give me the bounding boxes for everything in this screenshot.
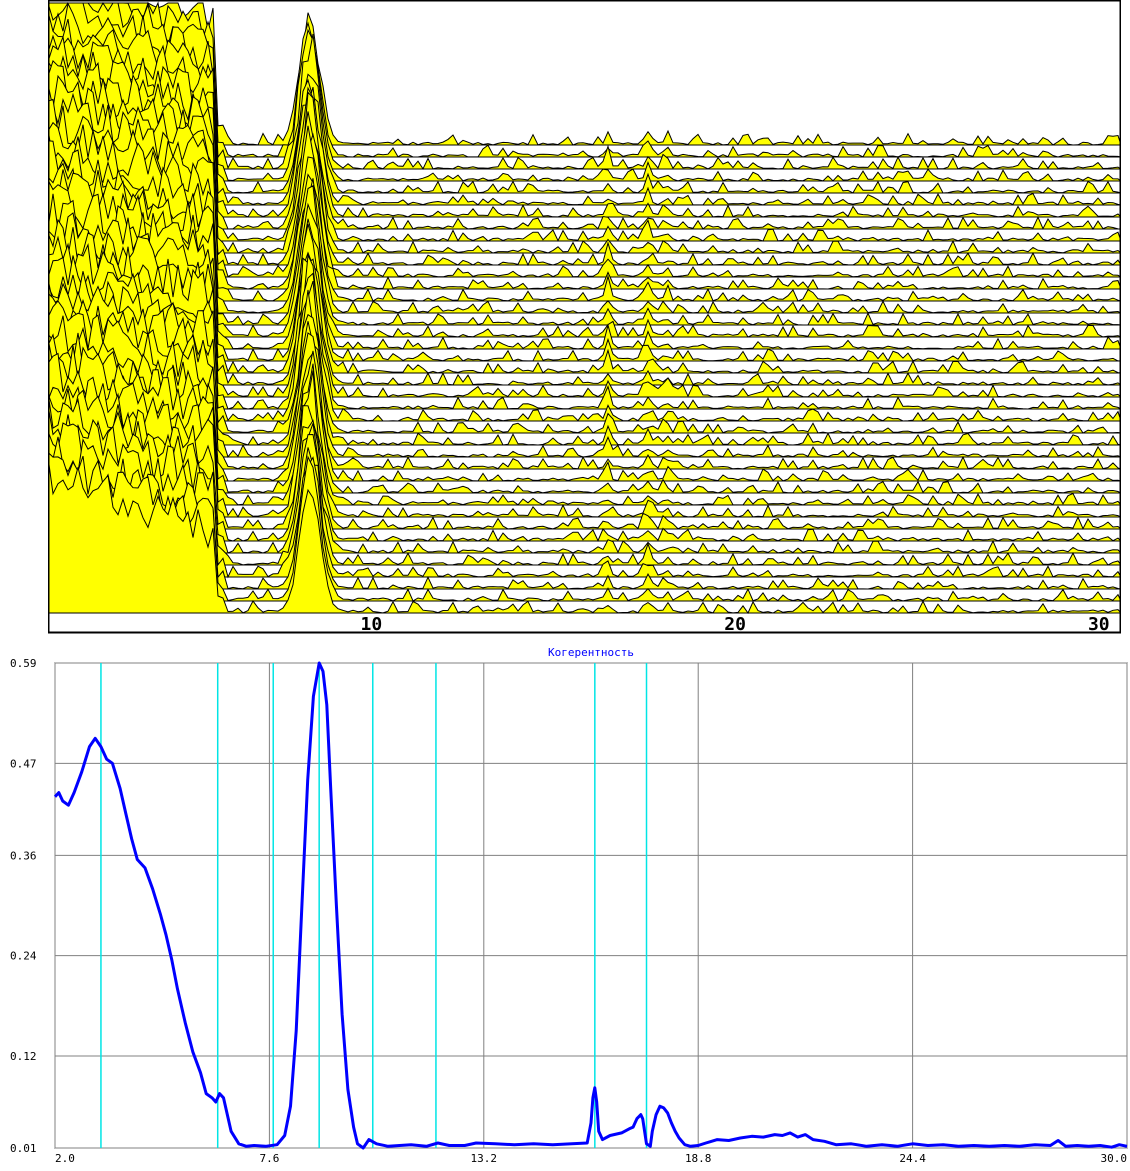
- waterfall-x-tick-label: 30: [1088, 614, 1110, 634]
- waterfall-x-tick-label: 20: [724, 614, 746, 634]
- coherence-series: [53, 661, 1128, 1150]
- waterfall-chart: 10 20 30: [47, 0, 1123, 635]
- coherence-y-tick-label: 0.36: [10, 849, 37, 862]
- coherence-y-tick-label: 0.01: [10, 1142, 37, 1155]
- coherence-y-tick-label: 0.24: [10, 950, 37, 963]
- waterfall-frame: [47, 0, 1122, 634]
- coherence-y-ticks: 0.59 0.47 0.36 0.24 0.12 0.01: [10, 657, 37, 1155]
- coherence-y-tick-label: 0.12: [10, 1050, 37, 1063]
- coherence-panel: Когерентность 0.59 0.47 0.36 0.24 0.12 0.01 2…: [0, 640, 1130, 1167]
- coherence-chart: Когерентность 0.59 0.47 0.36 0.24 0.12 0.01 2…: [10, 646, 1128, 1165]
- coherence-x-tick-label: 30.0: [1101, 1152, 1128, 1165]
- waterfall-panel: 10 20 30: [47, 0, 1123, 635]
- coherence-x-tick-label: 13.2: [471, 1152, 498, 1165]
- waterfall-x-ticks: 10 20 30: [361, 614, 1110, 635]
- coherence-y-tick-label: 0.47: [10, 757, 37, 770]
- coherence-grid: [54, 662, 1128, 1149]
- waterfall-trace: [47, 457, 1123, 615]
- coherence-x-tick-label: 7.6: [259, 1152, 279, 1165]
- waterfall-x-tick-label: 10: [361, 614, 383, 634]
- coherence-x-tick-label: 24.4: [899, 1152, 926, 1165]
- waterfall-traces: [47, 1, 1123, 615]
- coherence-x-ticks: 2.0 7.6 13.2 18.8 24.4 30.0: [55, 1152, 1127, 1165]
- coherence-plot-frame: [54, 662, 1128, 1149]
- coherence-x-tick-label: 18.8: [685, 1152, 712, 1165]
- coherence-x-tick-label: 2.0: [55, 1152, 75, 1165]
- coherence-title: Когерентность: [548, 646, 634, 659]
- coherence-y-tick-label: 0.59: [10, 657, 37, 670]
- coherence-series-line: [53, 661, 1128, 1150]
- coherence-marker-lines: [100, 663, 648, 1148]
